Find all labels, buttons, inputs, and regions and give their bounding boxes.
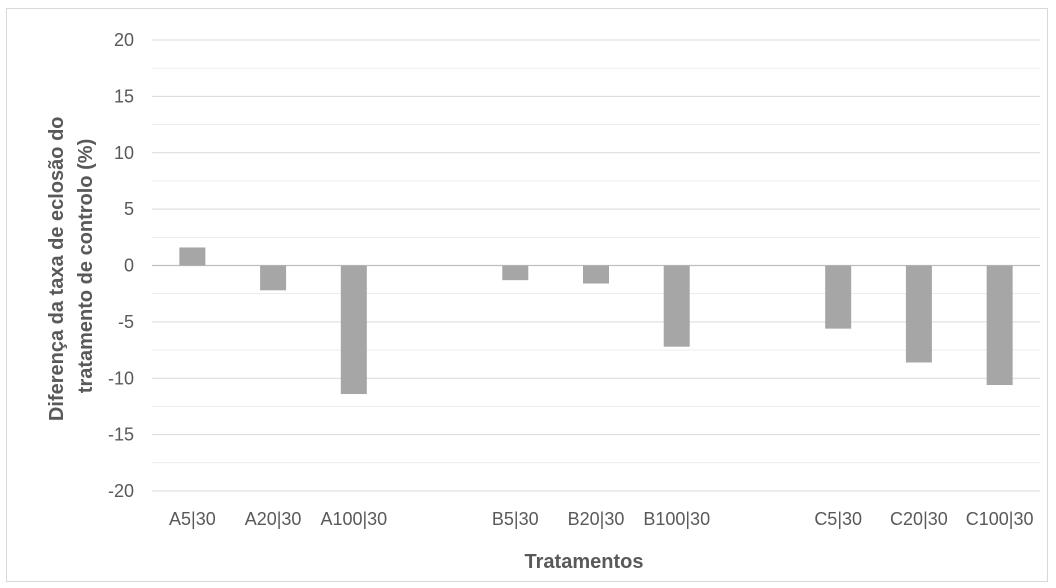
bar: [583, 265, 609, 284]
y-tick-label: 20: [114, 30, 134, 50]
y-tick-label: -15: [108, 425, 134, 445]
bar: [663, 265, 690, 347]
y-tick-label: 0: [124, 256, 134, 276]
y-axis-ticks: 20 15 10 5 0 -5 -10 -15 -20: [108, 30, 134, 501]
bar: [260, 265, 287, 291]
x-tick-label: B5|30: [492, 509, 539, 529]
x-tick-label: C20|30: [890, 509, 948, 529]
y-axis-title-line-2: tratamento de controlo (%): [75, 139, 97, 393]
y-tick-label: 10: [114, 143, 134, 163]
y-tick-label: 5: [124, 199, 134, 219]
bar: [502, 265, 529, 281]
bar: [179, 247, 206, 266]
y-axis-title: Diferença da taxa de eclosão do tratamen…: [46, 111, 97, 421]
bar: [905, 265, 932, 363]
x-tick-label: B20|30: [568, 509, 625, 529]
y-tick-label: -20: [108, 481, 134, 501]
chart-frame: [6, 8, 1048, 582]
gridlines: [152, 39, 1040, 492]
bar: [340, 265, 367, 395]
y-tick-label: 15: [114, 86, 134, 106]
x-tick-label: C100|30: [966, 509, 1034, 529]
x-tick-label: A100|30: [320, 509, 387, 529]
y-tick-label: -5: [118, 312, 134, 332]
bar: [825, 265, 852, 329]
x-tick-label: C5|30: [814, 509, 862, 529]
bars: [179, 247, 1013, 395]
y-axis-title-line-1: Diferença da taxa de eclosão do: [46, 117, 68, 422]
x-axis-title: Tratamentos: [525, 551, 644, 573]
y-tick-label: -10: [108, 368, 134, 388]
x-tick-label: A20|30: [245, 509, 302, 529]
bar: [986, 265, 1013, 386]
x-axis-ticks: A5|30 A20|30 A100|30 B5|30 B20|30 B100|30 C5|3…: [169, 509, 1033, 529]
x-tick-label: B100|30: [643, 509, 710, 529]
x-tick-label: A5|30: [169, 509, 216, 529]
